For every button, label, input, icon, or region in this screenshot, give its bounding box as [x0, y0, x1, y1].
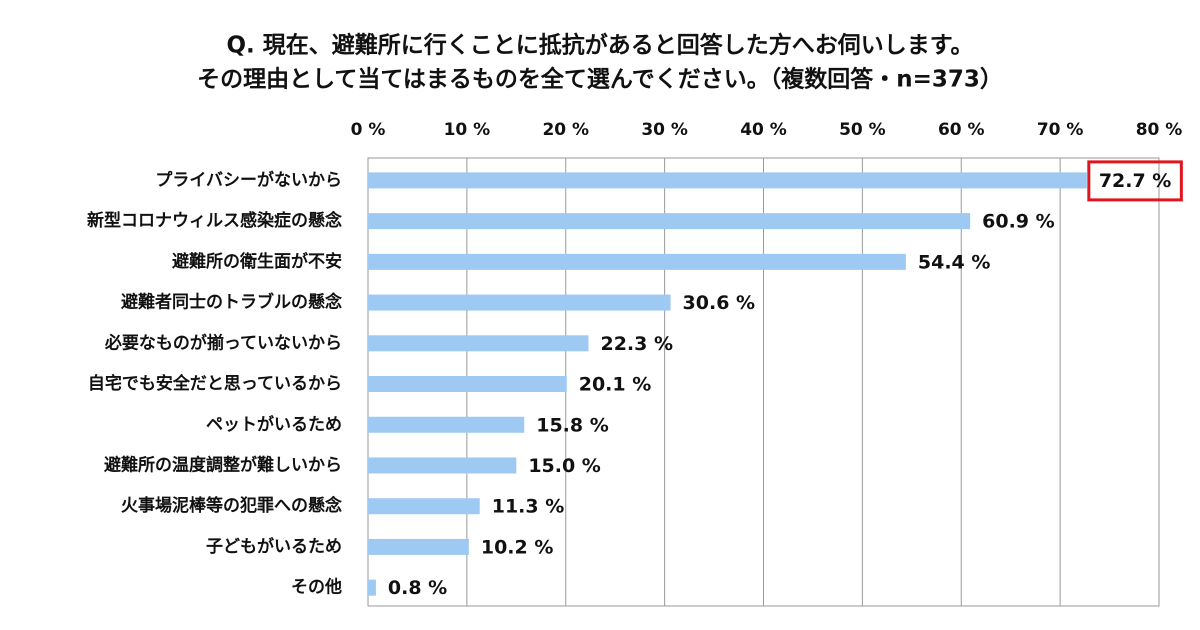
bar	[368, 253, 906, 270]
value-label: 72.7 %	[1099, 170, 1172, 192]
y-tick-label: プライバシーがないから	[155, 169, 342, 190]
bar	[368, 294, 671, 311]
value-label: 22.3 %	[600, 333, 673, 355]
y-tick-label: その他	[291, 577, 342, 598]
x-tick-label: 40 %	[740, 120, 787, 140]
chart-title: Q. 現在、避難所に行くことに抵抗があると回答した方へお伺いします。	[227, 32, 974, 59]
bar	[368, 579, 376, 596]
bar	[368, 376, 567, 393]
value-label: 10.2 %	[481, 536, 554, 558]
value-label: 0.8 %	[388, 577, 447, 599]
bar	[368, 457, 517, 474]
y-tick-label: ペットがいるため	[206, 414, 342, 435]
x-tick-label: 10 %	[444, 120, 491, 140]
bar	[368, 335, 589, 352]
y-tick-label: 自宅でも安全だと思っているから	[88, 373, 342, 394]
x-tick-label: 80 %	[1136, 120, 1183, 140]
y-tick-label: 子どもがいるため	[206, 536, 342, 557]
x-tick-label: 20 %	[542, 120, 589, 140]
y-tick-label: 避難所の温度調整が難しいから	[104, 454, 342, 475]
bar	[368, 538, 469, 555]
x-tick-label: 60 %	[938, 120, 985, 140]
y-tick-label: 避難所の衛生面が不安	[172, 251, 342, 272]
y-tick-label: 必要なものが揃っていないから	[104, 332, 342, 353]
x-tick-label: 0 %	[351, 120, 386, 140]
x-tick-label: 70 %	[1037, 120, 1084, 140]
y-tick-label: 新型コロナウィルス感染症の懸念	[87, 210, 342, 231]
value-label: 54.4 %	[918, 251, 991, 273]
value-label: 20.1 %	[579, 374, 652, 396]
y-tick-label: 火事場泥棒等の犯罪への懸念	[121, 495, 342, 516]
y-tick-label: 避難者同士のトラブルの懸念	[121, 292, 342, 313]
value-label: 60.9 %	[982, 211, 1055, 233]
bar	[368, 172, 1087, 189]
value-label: 30.6 %	[683, 292, 756, 314]
value-label: 11.3 %	[492, 496, 565, 518]
bar	[368, 498, 480, 515]
bar	[368, 416, 525, 433]
x-tick-label: 50 %	[839, 120, 886, 140]
bar	[368, 213, 971, 230]
value-label: 15.8 %	[536, 414, 609, 436]
chart-title: その理由として当てはまるものを全て選んでください。（複数回答・n=373）	[197, 66, 1003, 93]
x-tick-label: 30 %	[641, 120, 688, 140]
value-label: 15.0 %	[528, 455, 601, 477]
highlight-box	[1087, 160, 1183, 202]
